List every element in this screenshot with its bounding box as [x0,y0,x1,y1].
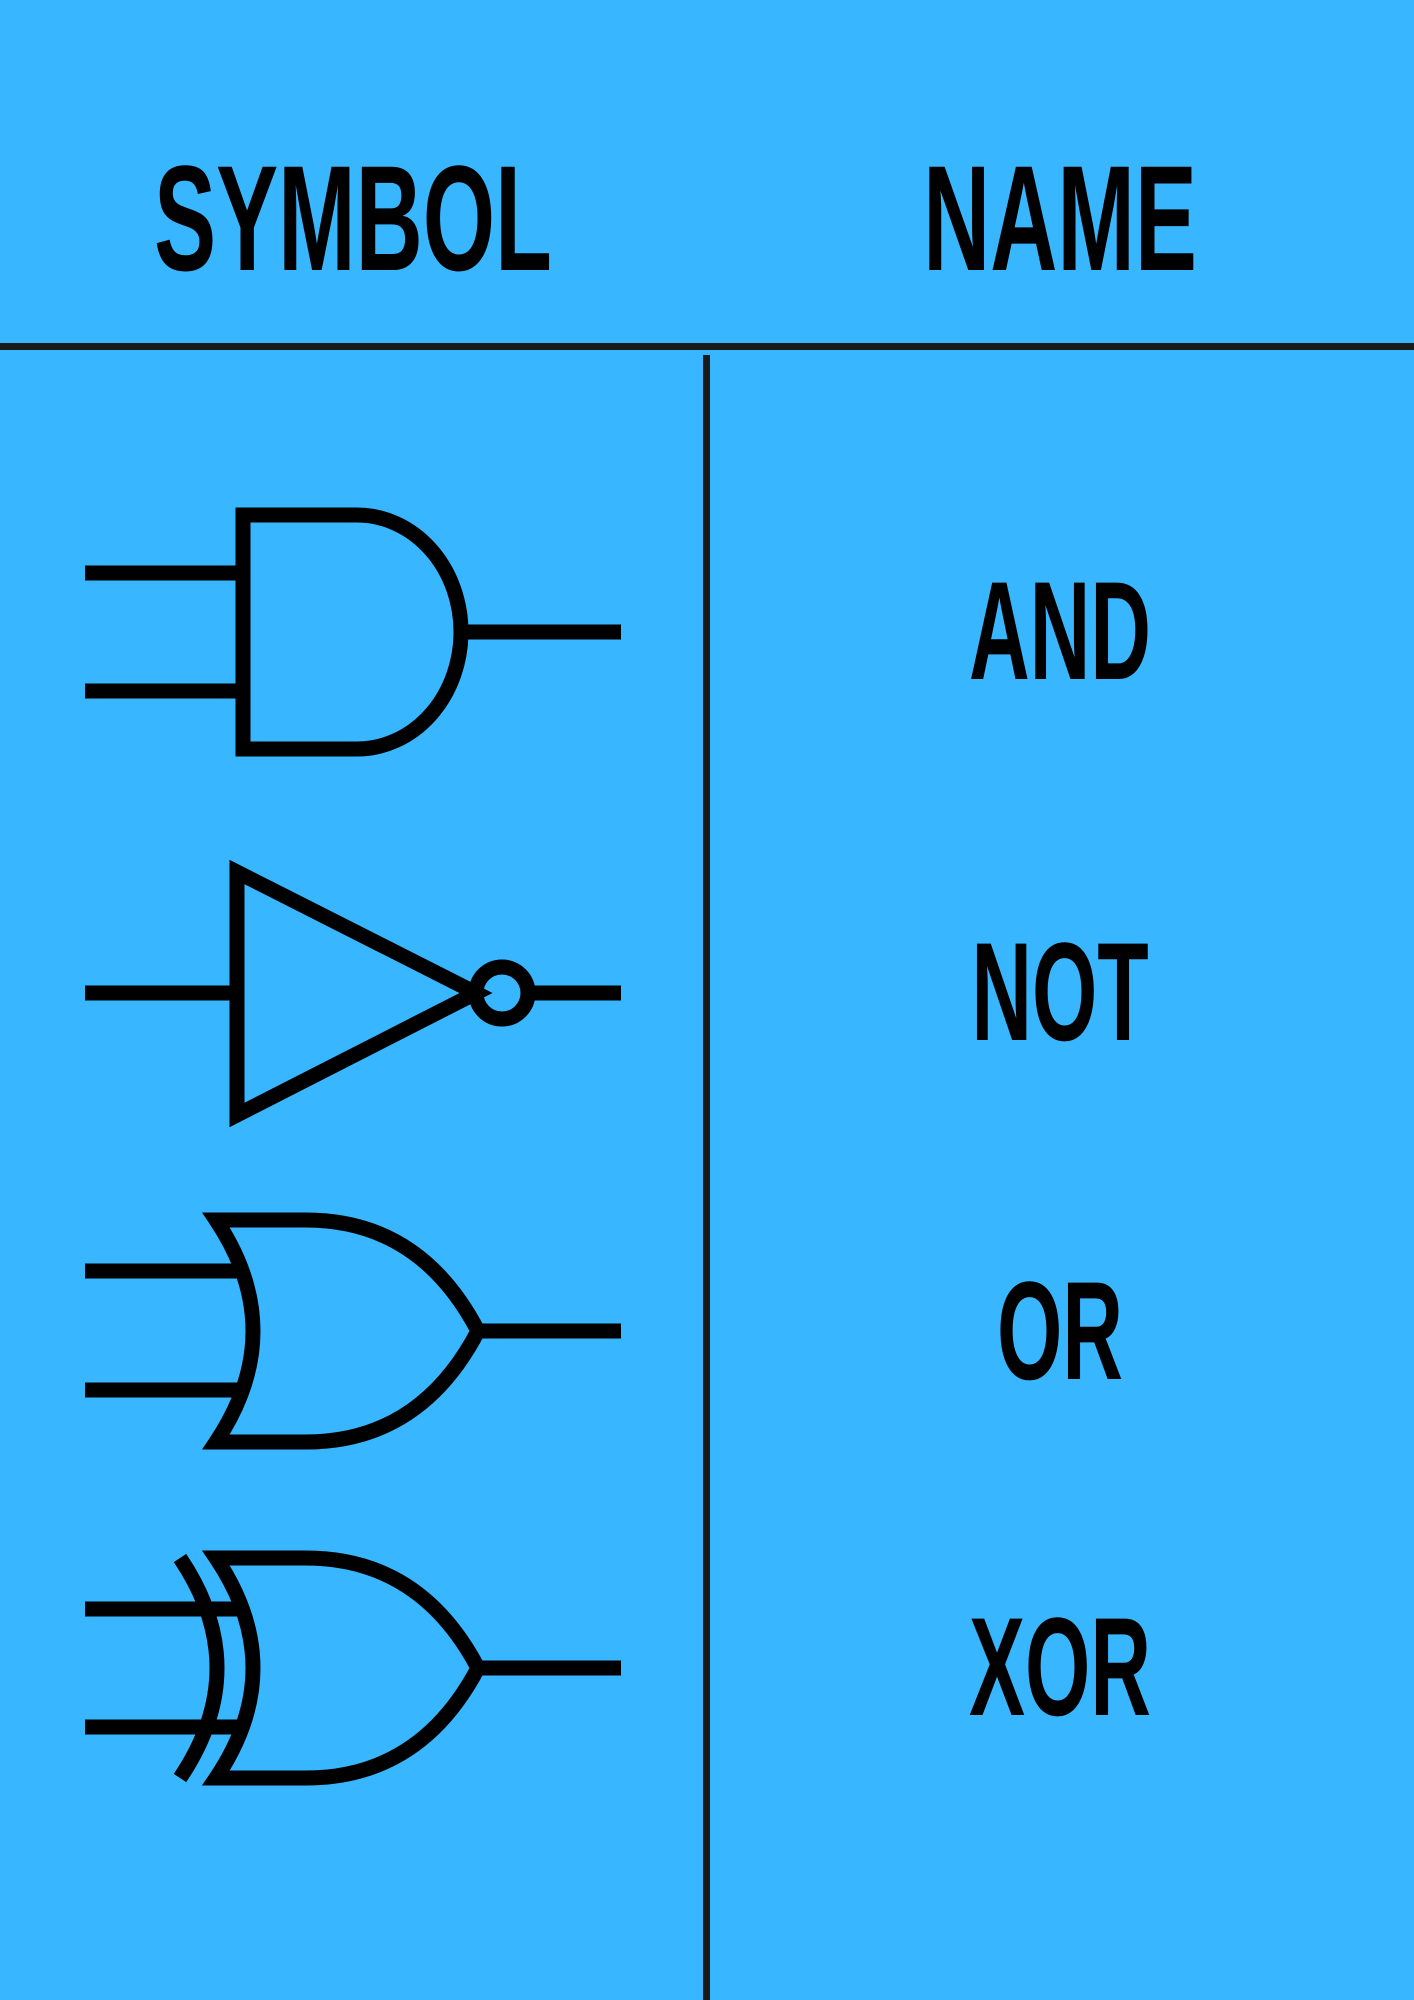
or-gate-icon [85,1212,621,1450]
gate-name-or: OR [997,1252,1123,1409]
header-symbol: SYMBOL [154,134,552,302]
gate-name-not: NOT [971,913,1149,1070]
and-gate-icon [85,507,621,757]
header-name: NAME [923,134,1197,302]
header-divider [0,343,1414,350]
not-gate-icon [85,859,621,1128]
gate-name-xor: XOR [968,1588,1152,1745]
xor-gate-icon [85,1550,621,1786]
column-divider [703,355,710,2000]
symbol-column [85,507,621,1786]
gate-name-and: AND [969,552,1151,709]
